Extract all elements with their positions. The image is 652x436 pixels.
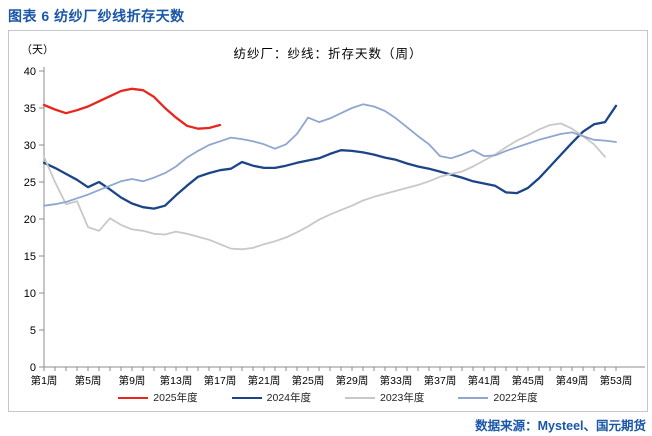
legend-item: 2024年度 bbox=[231, 390, 311, 405]
y-tick-label: 0 bbox=[30, 362, 36, 374]
chart-legend: 2025年度 2024年度 2023年度 2022年度 bbox=[9, 390, 647, 405]
y-tick-label: 15 bbox=[24, 251, 36, 263]
x-tick-label: 第49周 bbox=[556, 374, 589, 387]
legend-swatch bbox=[458, 396, 489, 399]
legend-swatch bbox=[118, 396, 149, 399]
chart-frame: （天） 纺纱厂：纱线：折存天数（周） 0 5 10 15 20 25 30 35 40 第1周 第5… bbox=[8, 30, 648, 412]
series-line-2025年度 bbox=[42, 87, 222, 130]
line-chart: 0 5 10 15 20 25 30 35 40 第1周 第5周 第9周 第13周 第17周 第21周 第25… bbox=[24, 66, 645, 387]
legend-label: 2024年度 bbox=[266, 392, 311, 404]
y-tick-label: 20 bbox=[24, 214, 36, 226]
y-tick-label: 35 bbox=[24, 103, 36, 115]
y-tick-label: 10 bbox=[24, 288, 36, 300]
x-tick-label: 第37周 bbox=[424, 374, 457, 387]
series-line-2024年度 bbox=[42, 104, 618, 210]
x-tick-label: 第33周 bbox=[380, 374, 413, 387]
y-tick-label: 5 bbox=[30, 325, 36, 337]
x-tick-label: 第41周 bbox=[468, 374, 501, 387]
x-tick-label: 第29周 bbox=[336, 374, 369, 387]
legend-label: 2022年度 bbox=[493, 392, 538, 404]
legend-swatch bbox=[231, 396, 262, 399]
x-tick-label: 第1周 bbox=[31, 374, 58, 387]
y-tick-label: 30 bbox=[24, 140, 36, 152]
series-line-2022年度 bbox=[43, 103, 617, 207]
legend-label: 2025年度 bbox=[153, 392, 198, 404]
x-tick-label: 第53周 bbox=[600, 374, 633, 387]
legend-item: 2023年度 bbox=[345, 390, 424, 405]
legend-swatch bbox=[345, 396, 375, 399]
chart-title: 纺纱厂：纱线：折存天数（周） bbox=[233, 47, 423, 61]
y-axis-unit-label: （天） bbox=[21, 44, 54, 56]
page-title: 图表 6 纺纱厂纱线折存天数 bbox=[8, 8, 185, 24]
y-tick-label: 40 bbox=[24, 66, 36, 78]
legend-label: 2023年度 bbox=[380, 392, 425, 404]
x-tick-label: 第45周 bbox=[512, 374, 545, 387]
x-tick-label: 第25周 bbox=[292, 374, 325, 387]
y-tick-label: 25 bbox=[24, 177, 36, 189]
x-tick-label: 第5周 bbox=[75, 374, 102, 387]
legend-item: 2022年度 bbox=[458, 390, 538, 405]
x-tick-label: 第17周 bbox=[204, 374, 237, 387]
series-line-2023年度 bbox=[43, 122, 606, 251]
x-tick-label: 第13周 bbox=[160, 374, 193, 387]
data-source-note: 数据来源：Mysteel、国元期货 bbox=[475, 419, 646, 433]
legend-item: 2025年度 bbox=[118, 390, 198, 405]
x-tick-label: 第21周 bbox=[248, 374, 281, 387]
x-tick-label: 第9周 bbox=[119, 374, 146, 387]
